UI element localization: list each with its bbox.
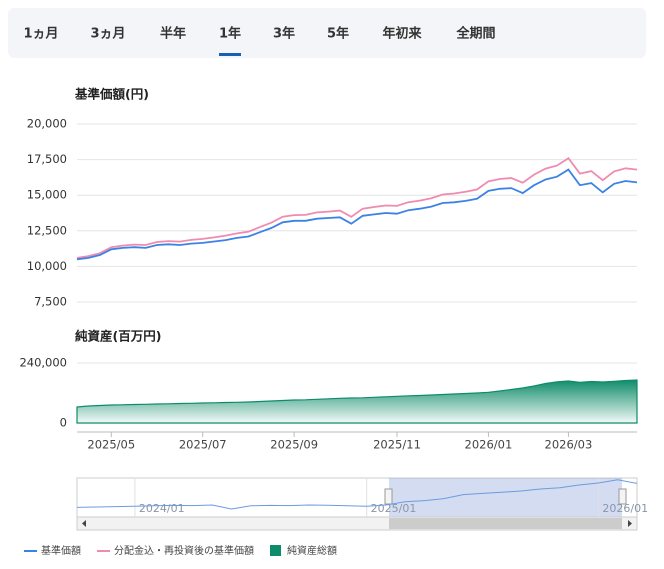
series-line xyxy=(76,156,638,259)
nav-line xyxy=(76,479,638,510)
series-line xyxy=(76,168,638,261)
tab[interactable]: 半年 xyxy=(160,26,186,42)
tab[interactable]: 年初来 xyxy=(382,26,422,42)
chart-title: 純資産(百万円) xyxy=(75,329,161,344)
x-tick-label: 2026/01 xyxy=(465,438,513,452)
y-tick-label: 17,500 xyxy=(27,152,67,166)
x-tick-label: 2025/09 xyxy=(270,438,318,452)
chart-title: 基準価額(円) xyxy=(74,87,149,102)
x-tick-label: 2026/03 xyxy=(545,438,593,452)
tab[interactable]: 1ヵ月 xyxy=(23,27,58,42)
tab[interactable]: 5年 xyxy=(327,26,349,42)
nav-label: 2024/01 xyxy=(139,502,185,515)
navigator-handle[interactable] xyxy=(384,488,393,505)
tab[interactable]: 3ヵ月 xyxy=(90,27,125,42)
nav-label: 2026/01 xyxy=(602,502,648,515)
y-tick-label: 7,500 xyxy=(34,295,67,309)
legend-swatch xyxy=(270,545,281,556)
x-tick-label: 2025/05 xyxy=(87,438,135,452)
y-tick-label: 15,000 xyxy=(27,188,67,202)
tab-bar xyxy=(8,8,646,58)
legend-label: 基準価額 xyxy=(41,544,81,557)
y-tick-label: 240,000 xyxy=(19,356,67,370)
x-tick-label: 2025/11 xyxy=(373,438,421,452)
legend-label: 分配金込・再投資後の基準価額 xyxy=(114,544,254,557)
tab[interactable]: 3年 xyxy=(273,26,295,42)
y-tick-label: 0 xyxy=(60,416,67,430)
tab[interactable]: 1年 xyxy=(219,26,241,42)
area xyxy=(76,379,638,424)
tab[interactable]: 全期間 xyxy=(455,26,495,42)
tab-underline xyxy=(219,53,241,56)
y-tick-label: 12,500 xyxy=(27,223,67,237)
y-tick-label: 20,000 xyxy=(27,117,67,131)
y-tick-label: 10,000 xyxy=(27,259,67,273)
legend-label: 純資産総額 xyxy=(287,544,337,557)
scrollbar-thumb[interactable] xyxy=(389,518,622,529)
navigator-handle[interactable] xyxy=(618,488,627,505)
x-tick-label: 2025/07 xyxy=(179,438,227,452)
navigator[interactable] xyxy=(76,477,638,518)
